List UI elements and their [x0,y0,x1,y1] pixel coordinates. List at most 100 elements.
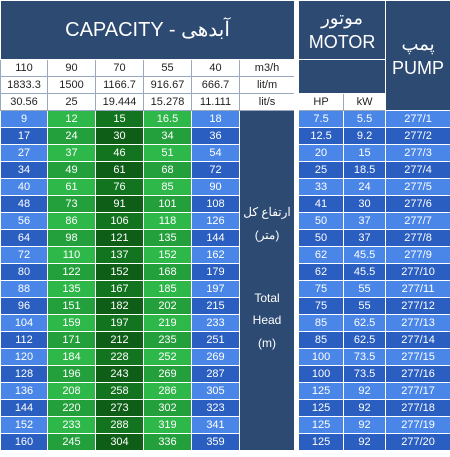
pump-model-cell: 277/18 [385,399,450,417]
head-value-cell: 179 [191,263,240,281]
table-row: 72 110 137 152 162 62 45.5 277/9 [0,246,450,264]
head-value-cell: 137 [95,246,144,264]
head-value-cell: 108 [191,195,240,213]
table-row: 120 184 228 252 269 100 73.5 277/15 [0,348,450,366]
head-value-cell: 104 [0,314,48,332]
motor-title: موتور MOTOR [298,0,387,60]
motor-kw-cell: 55 [343,280,387,298]
motor-hp-cell: 100 [298,365,345,383]
head-value-cell: 359 [191,433,240,451]
head-value-cell: 96 [0,297,48,315]
head-value-cell: 98 [47,229,96,247]
motor-kw-cell: 92 [343,399,387,417]
head-value-cell: 12 [47,110,96,128]
head-value-cell: 182 [95,297,144,315]
head-value-cell: 197 [191,280,240,298]
head-value-cell: 37 [47,144,96,162]
head-value-cell: 233 [47,416,96,434]
motor-hp-cell: 25 [298,161,345,179]
head-value-cell: 258 [95,382,144,400]
head-value-cell: 197 [95,314,144,332]
head-value-cell: 215 [191,297,240,315]
flow-cell: 19.444 [95,93,144,111]
motor-title-en: MOTOR [308,32,376,52]
flow-cell: 25 [47,93,96,111]
flow-cell: 1166.7 [95,76,144,94]
pump-model-cell: 277/8 [385,229,450,247]
head-value-cell: 51 [143,144,192,162]
head-value-cell: 34 [0,161,48,179]
head-value-cell: 252 [143,348,192,366]
motor-kw-cell: 37 [343,229,387,247]
pump-model-cell: 277/17 [385,382,450,400]
head-value-cell: 269 [143,365,192,383]
flow-cell: 1500 [47,76,96,94]
head-value-cell: 30 [95,127,144,145]
motor-title-spacer [298,59,387,94]
head-label-en-1: Total [254,290,280,305]
pump-model-cell: 277/11 [385,280,450,298]
motor-hp-cell: 85 [298,331,345,349]
head-value-cell: 61 [95,161,144,179]
table-row: 17 24 30 34 36 12.5 9.2 277/2 [0,127,450,145]
head-value-cell: 243 [95,365,144,383]
table-row: 9 12 15 16.5 18 ارتفاع کل (متر) Total Head (m) 7.5… [0,110,450,451]
pump-model-cell: 277/14 [385,331,450,349]
flow-cell: 15.278 [143,93,192,111]
head-value-cell: 54 [191,144,240,162]
head-value-cell: 305 [191,382,240,400]
flow-cell: 110 [0,59,48,77]
head-value-cell: 208 [47,382,96,400]
table-row: 64 98 121 135 144 50 37 277/8 [0,229,450,247]
head-value-cell: 233 [191,314,240,332]
motor-hp-cell: 12.5 [298,127,345,145]
head-value-cell: 167 [95,280,144,298]
pump-model-cell: 277/2 [385,127,450,145]
pump-title: پمپ PUMP [385,0,450,111]
motor-kw-cell: 92 [343,433,387,451]
head-value-cell: 245 [47,433,96,451]
head-value-cell: 302 [143,399,192,417]
head-value-cell: 9 [0,110,48,128]
flow-cell: 70 [95,59,144,77]
flow-cell: 40 [191,59,240,77]
units-row-litm: 1833.3 1500 1166.7 916.67 666.7 lit/m [0,76,450,94]
motor-hp-cell: 125 [298,433,345,451]
head-value-cell: 64 [0,229,48,247]
flow-cell: 666.7 [191,76,240,94]
head-value-cell: 152 [95,263,144,281]
head-value-cell: 40 [0,178,48,196]
head-value-cell: 228 [95,348,144,366]
head-value-cell: 159 [47,314,96,332]
motor-kw-cell: 18.5 [343,161,387,179]
head-value-cell: 336 [143,433,192,451]
pump-title-en: PUMP [392,57,445,78]
pump-model-cell: 277/7 [385,212,450,230]
pump-model-cell: 277/20 [385,433,450,451]
motor-hp-cell: 100 [298,348,345,366]
motor-hp-cell: 33 [298,178,345,196]
head-value-cell: 341 [191,416,240,434]
head-label-en-3: (m) [258,336,277,351]
flow-unit: lit/m [238,76,296,94]
flow-cell: 30.56 [0,93,48,111]
motor-hp-cell: 125 [298,382,345,400]
head-value-cell: 61 [47,178,96,196]
head-value-cell: 72 [0,246,48,264]
head-value-cell: 251 [191,331,240,349]
head-value-cell: 73 [47,195,96,213]
head-value-cell: 288 [95,416,144,434]
pump-model-cell: 277/3 [385,144,450,162]
head-value-cell: 80 [0,263,48,281]
pump-model-cell: 277/13 [385,314,450,332]
motor-hp-cell: 85 [298,314,345,332]
table-row: 40 61 76 85 90 33 24 277/5 [0,178,450,196]
units-row-lits: 30.56 25 19.444 15.278 11.111 lit/s HP k… [0,93,450,111]
table-row: 112 171 212 235 251 85 62.5 277/14 [0,331,450,349]
table-row: 160 245 304 336 359 125 92 277/20 [0,433,450,451]
motor-kw-cell: 15 [343,144,387,162]
head-value-cell: 34 [143,127,192,145]
motor-hp-cell: 125 [298,416,345,434]
flow-unit: lit/s [238,93,296,111]
flow-cell: 1833.3 [0,76,48,94]
